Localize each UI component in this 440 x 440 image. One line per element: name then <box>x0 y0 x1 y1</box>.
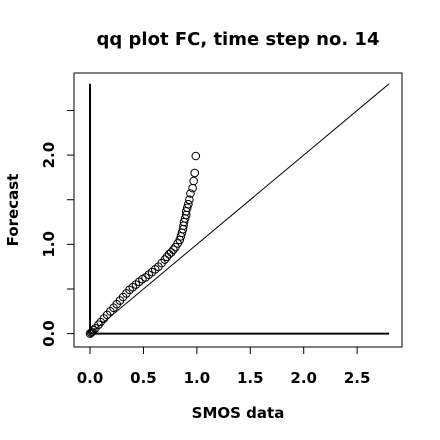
y-tick-label: 1.0 <box>40 231 58 258</box>
x-tick-label: 1.0 <box>184 369 211 387</box>
x-axis-label: SMOS data <box>192 404 285 422</box>
qq-point <box>185 195 194 205</box>
x-axis: 0.0 0.5 1.0 1.5 2.0 2.5 <box>77 346 371 387</box>
reference-lines <box>89 83 390 335</box>
qq-point <box>88 325 98 335</box>
qq-point <box>166 248 176 257</box>
qq-point <box>86 328 96 338</box>
qq-point <box>160 255 170 264</box>
x-tick-label: 2.0 <box>290 369 317 387</box>
y-axis: 0.0 1.0 2.0 <box>40 109 75 347</box>
qq-point <box>169 245 178 255</box>
y-tick-label: 0.0 <box>40 320 58 347</box>
qq-point <box>182 203 192 213</box>
chart-title: qq plot FC, time step no. 14 <box>97 29 380 50</box>
qq-point <box>191 151 201 161</box>
identity-line <box>89 83 390 334</box>
x-tick-label: 1.5 <box>237 369 264 387</box>
x-tick-label: 2.5 <box>344 369 371 387</box>
qq-point <box>190 168 200 178</box>
qq-point <box>162 252 172 262</box>
qq-point <box>94 320 103 329</box>
qq-point <box>164 249 174 259</box>
x-tick-label: 0.5 <box>130 369 157 387</box>
qq-point <box>184 199 193 209</box>
y-tick-label: 2.0 <box>40 142 58 169</box>
y-axis-label: Forecast <box>4 174 22 247</box>
qq-point <box>189 176 198 186</box>
qq-point <box>186 189 195 198</box>
x-tick-label: 0.0 <box>77 369 104 387</box>
qq-points <box>85 151 201 338</box>
